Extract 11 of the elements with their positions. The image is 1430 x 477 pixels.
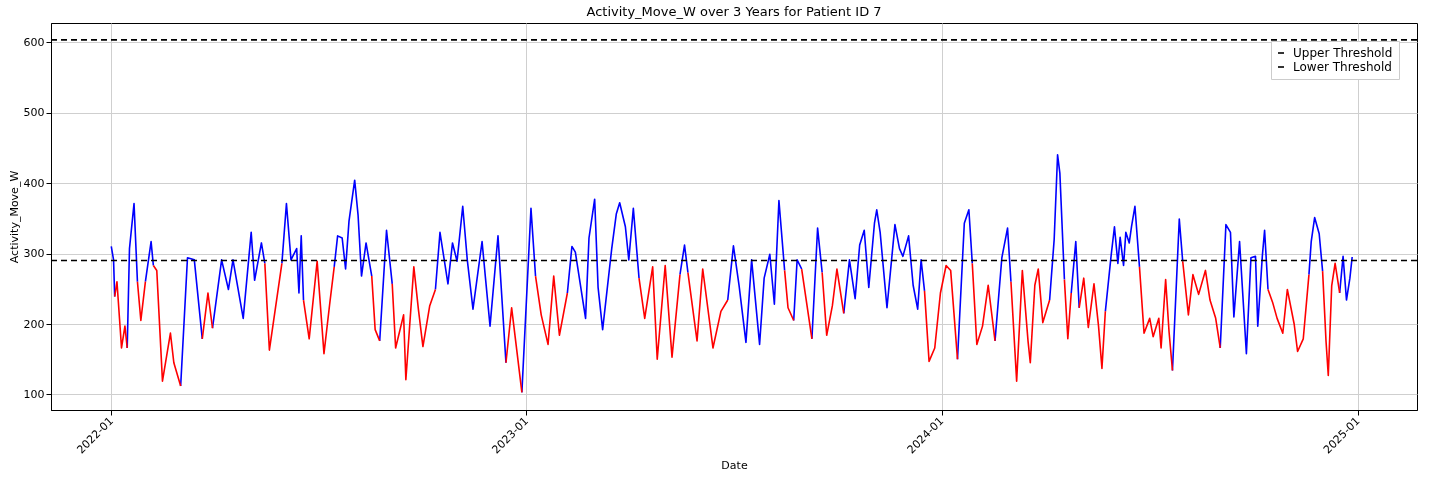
- y-tick-label: 600: [23, 35, 45, 49]
- chart-title: Activity_Move_W over 3 Years for Patient ID 7: [586, 4, 882, 19]
- y-tick-label: 200: [23, 317, 45, 331]
- y-tick-label: 100: [23, 387, 45, 401]
- x-axis-title: Date: [721, 458, 748, 472]
- legend-label: Upper Threshold: [1293, 46, 1393, 60]
- y-tick-label: 300: [23, 247, 45, 261]
- y-axis-title: Activity_Move_W: [7, 170, 21, 264]
- y-tick-label: 500: [23, 106, 45, 120]
- y-tick-label: 400: [23, 176, 45, 190]
- legend-label: Lower Threshold: [1293, 60, 1392, 74]
